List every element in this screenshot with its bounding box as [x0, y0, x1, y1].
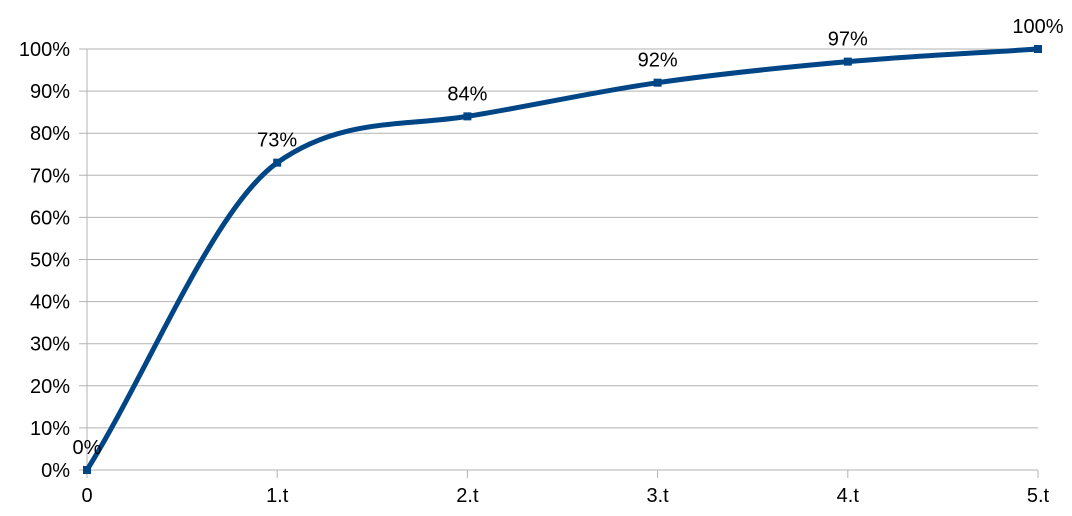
- y-tick-label: 30%: [30, 334, 70, 356]
- x-tick-label: 3.t: [646, 485, 669, 507]
- y-tick-label: 100%: [19, 39, 70, 61]
- data-point-marker: [843, 57, 852, 66]
- data-point-marker: [463, 112, 472, 121]
- y-tick-label: 50%: [30, 250, 70, 272]
- data-label: 84%: [447, 83, 487, 105]
- y-tick-label: 40%: [30, 292, 70, 314]
- data-label: 97%: [828, 29, 868, 51]
- y-tick-label: 20%: [30, 376, 70, 398]
- series-line: [84, 46, 1041, 473]
- x-tick-label: 5.t: [1027, 485, 1050, 507]
- x-axis-tick-labels: 0 1.t 2.t 3.t 4.t 5.t: [81, 470, 1050, 507]
- data-point-marker: [653, 78, 662, 87]
- y-tick-label: 90%: [30, 81, 70, 103]
- y-tick-label: 0%: [41, 460, 70, 482]
- data-label: 0%: [73, 437, 102, 459]
- x-tick-label: 0: [81, 485, 92, 507]
- data-label: 73%: [257, 130, 297, 152]
- series-group: [83, 45, 1042, 474]
- data-point-marker: [83, 466, 91, 474]
- data-label: 92%: [638, 50, 678, 72]
- x-tick-label: 1.t: [266, 485, 289, 507]
- data-point-marker: [1034, 45, 1042, 53]
- grid-lines: [79, 48, 1038, 471]
- data-label: 100%: [1012, 16, 1063, 38]
- x-tick-label: 2.t: [456, 485, 479, 507]
- x-tick-label: 4.t: [837, 485, 860, 507]
- y-tick-label: 10%: [30, 418, 70, 440]
- y-tick-label: 80%: [30, 123, 70, 145]
- data-labels: 0% 73% 84% 92% 97% 100%: [73, 16, 1064, 459]
- y-tick-label: 60%: [30, 207, 70, 229]
- y-axis-tick-labels: 0% 10% 20% 30% 40% 50% 60% 70% 80% 90% 100%: [19, 39, 70, 482]
- axes: [86, 49, 1038, 478]
- data-point-marker: [273, 158, 282, 167]
- y-tick-label: 70%: [30, 165, 70, 187]
